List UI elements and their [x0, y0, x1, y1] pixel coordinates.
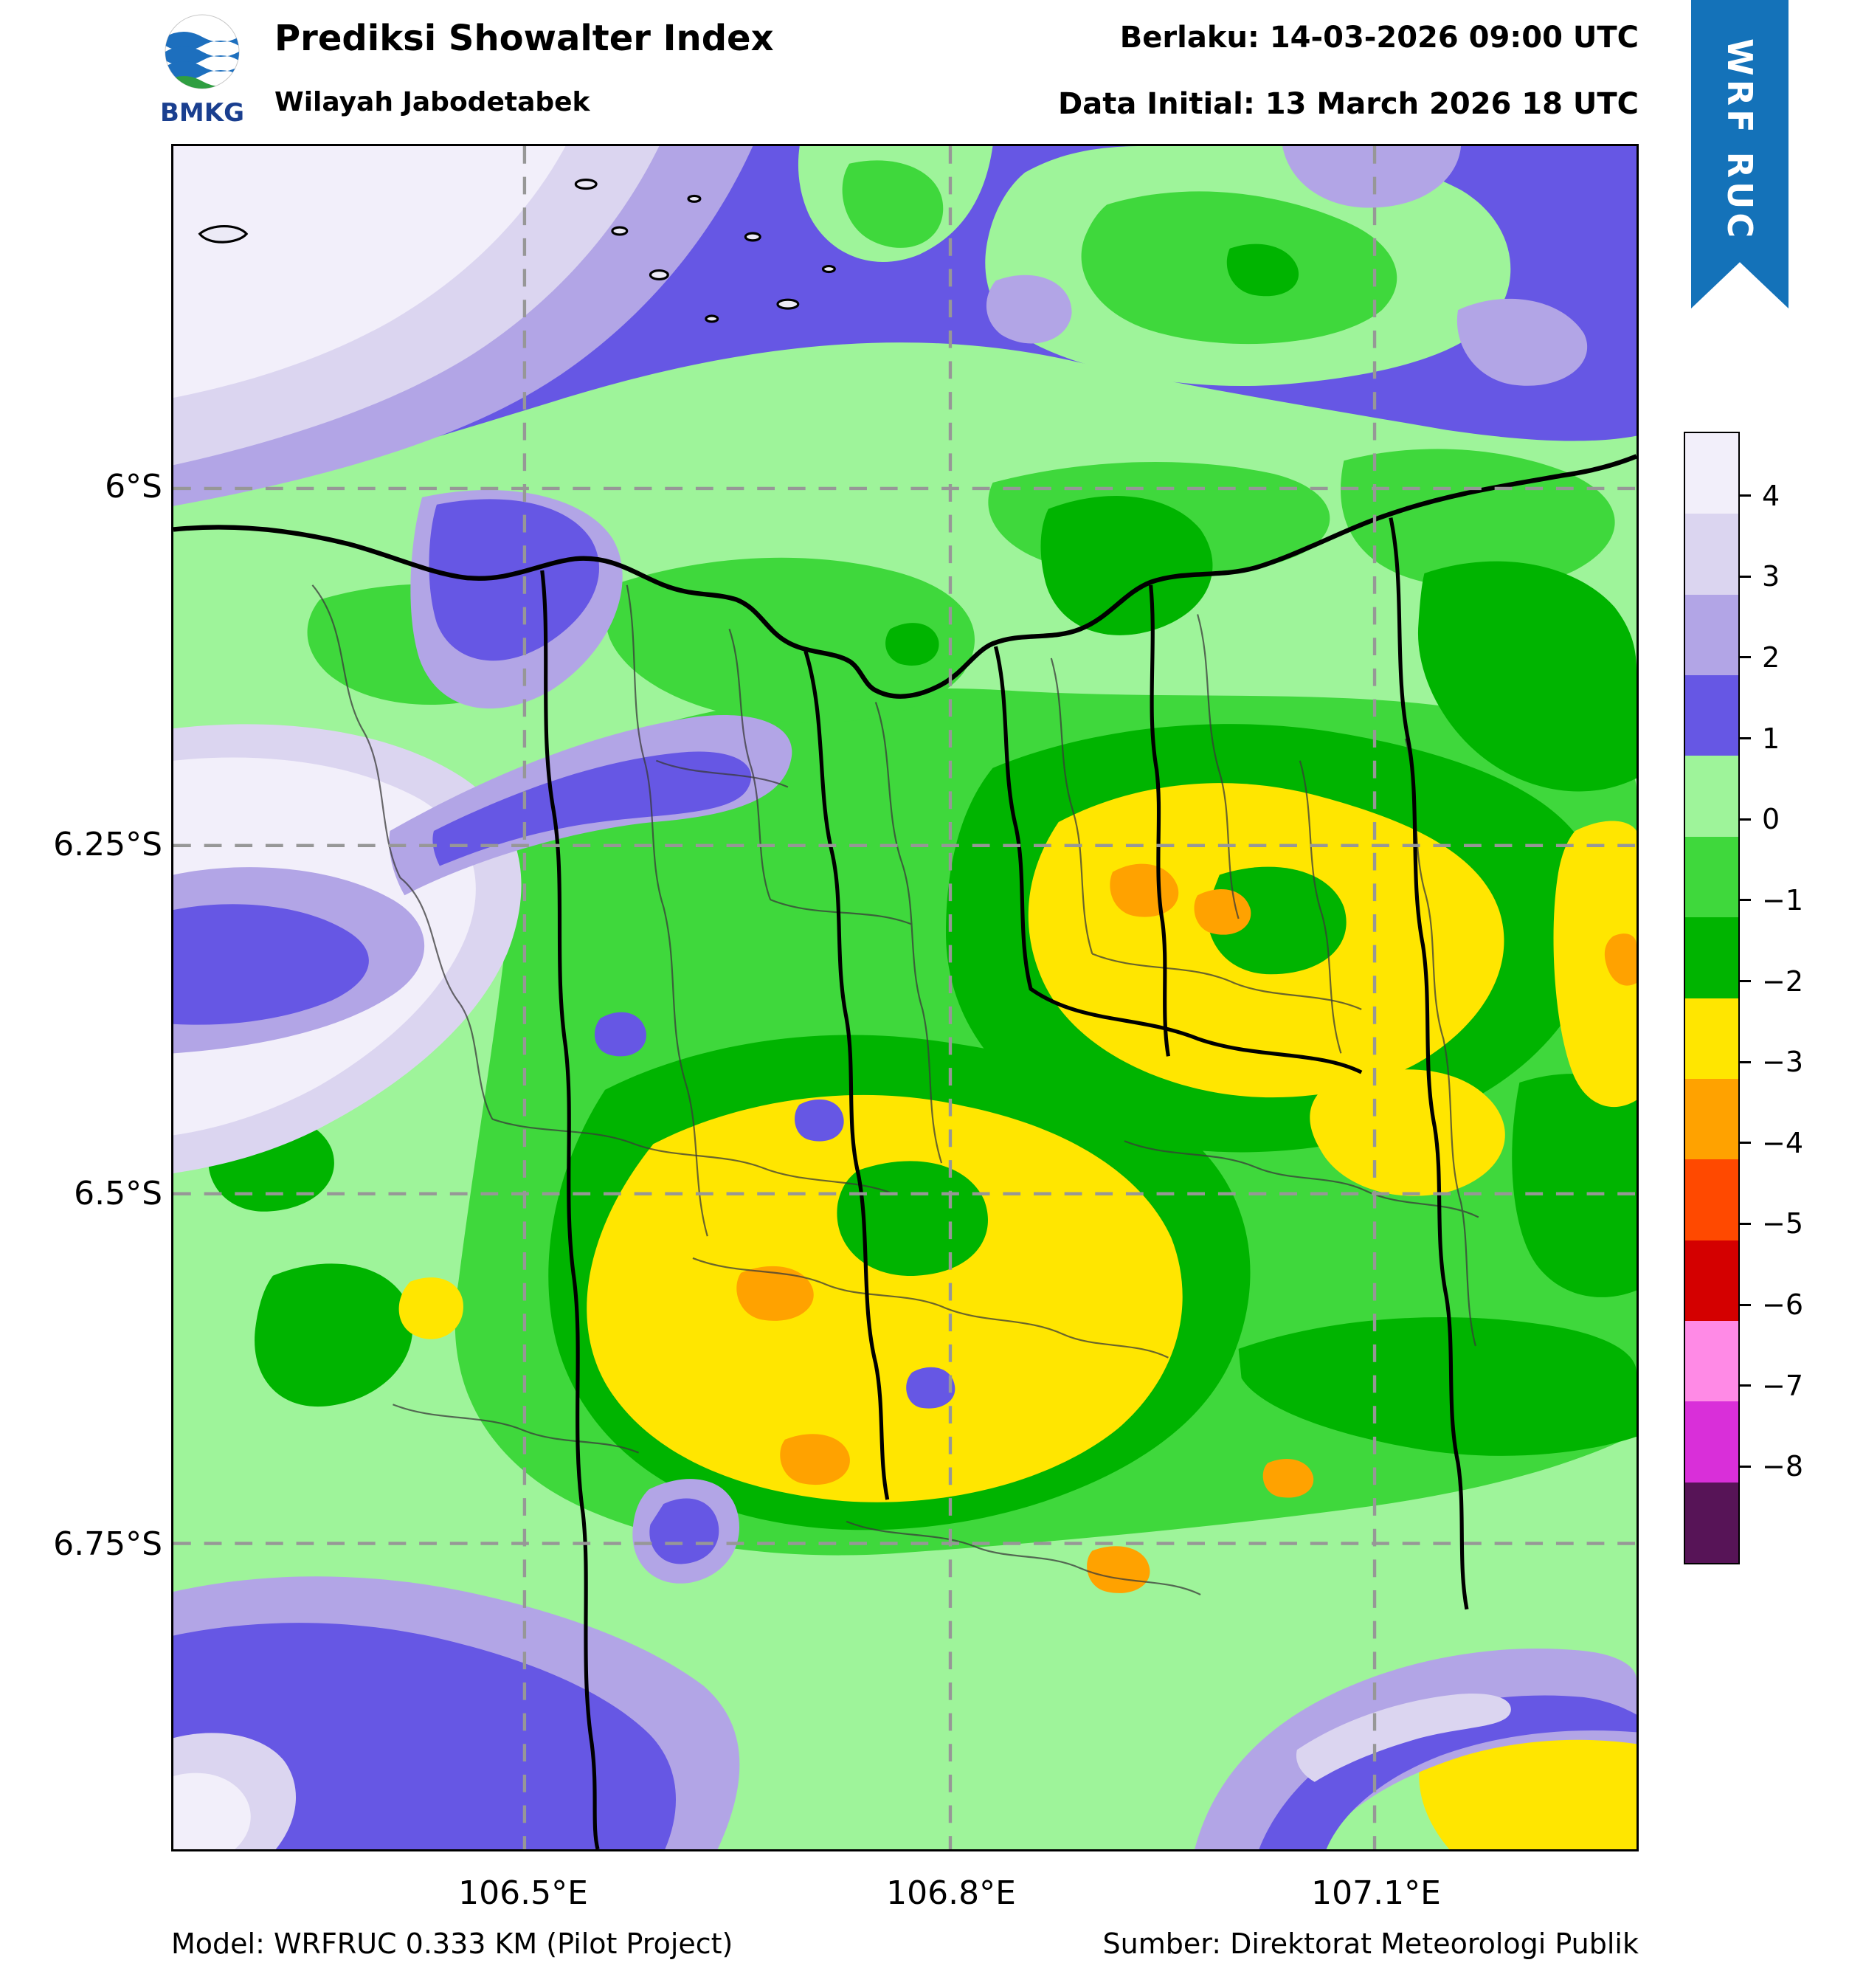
colorbar-segment: [1685, 756, 1738, 837]
showalter-index-map: [173, 146, 1637, 1849]
logo-agency-label: BMKG: [160, 98, 244, 128]
model-info-label: Model: WRFRUC 0.333 KM (Pilot Project): [171, 1927, 733, 1960]
valid-time-label: Berlaku: 14-03-2026 09:00 UTC: [1119, 21, 1639, 55]
y-tick-label-6-5s: 6.5°S: [74, 1175, 162, 1212]
map-frame: [171, 144, 1639, 1851]
colorbar-label: −7: [1762, 1370, 1804, 1402]
colorbar-label: −2: [1762, 965, 1804, 998]
colorbar-label: −3: [1762, 1046, 1804, 1078]
colorbar-segment: [1685, 514, 1738, 595]
colorbar-segment: [1685, 1078, 1738, 1160]
colorbar-label: −5: [1762, 1207, 1804, 1240]
colorbar-tick: [1740, 737, 1751, 739]
model-ribbon: WRF RUC: [1691, 0, 1788, 308]
colorbar-tick: [1740, 1466, 1751, 1468]
district-boundaries: [311, 584, 1479, 1595]
colorbar-tick: [1740, 494, 1751, 497]
colorbar-label: −4: [1762, 1127, 1804, 1159]
colorbar-label: −8: [1762, 1450, 1804, 1483]
x-tick-label-106-5e: 106.5°E: [458, 1874, 588, 1912]
bmkg-logo-icon: BMKG: [160, 14, 244, 128]
si-contour-fills: [173, 146, 1637, 1849]
colorbar-tick: [1740, 899, 1751, 901]
islands: [198, 179, 836, 323]
colorbar-segment: [1685, 1320, 1738, 1402]
x-tick-label-106-8e: 106.8°E: [886, 1874, 1016, 1912]
colorbar-tick: [1740, 1142, 1751, 1144]
source-info-label: Sumber: Direktorat Meteorologi Publik: [1102, 1927, 1639, 1960]
page-title: Prediksi Showalter Index: [274, 18, 774, 59]
colorbar-tick: [1740, 1304, 1751, 1306]
logo-waves: [165, 32, 239, 89]
colorbar-segment: [1685, 998, 1738, 1079]
colorbar-label: 1: [1762, 722, 1780, 755]
colorbar-segment: [1685, 1401, 1738, 1483]
colorbar-tick: [1740, 1061, 1751, 1063]
colorbar-segment: [1685, 594, 1738, 676]
x-tick-label-107-1e: 107.1°E: [1311, 1874, 1441, 1912]
colorbar-tick: [1740, 1384, 1751, 1387]
colorbar-label: −6: [1762, 1288, 1804, 1321]
colorbar-segment: [1685, 917, 1738, 998]
colorbar-label: 2: [1762, 641, 1780, 674]
colorbar-tick: [1740, 576, 1751, 578]
colorbar-label: 0: [1762, 803, 1780, 835]
colorbar-tick: [1740, 980, 1751, 982]
colorbar-label: 4: [1762, 480, 1780, 512]
colorbar-tick: [1740, 818, 1751, 821]
colorbar-segment: [1685, 675, 1738, 756]
coastline-and-province-boundaries: [173, 454, 1637, 1849]
y-tick-label-6-25s: 6.25°S: [53, 826, 162, 863]
y-tick-label-6-75s: 6.75°S: [53, 1525, 162, 1563]
colorbar-segment: [1685, 433, 1738, 514]
colorbar-segment: [1685, 1482, 1738, 1564]
page-subtitle: Wilayah Jabodetabek: [274, 87, 590, 117]
colorbar-segment: [1685, 1240, 1738, 1321]
colorbar-segment: [1685, 1159, 1738, 1240]
model-ribbon-label: WRF RUC: [1720, 38, 1760, 242]
colorbar-label: −1: [1762, 884, 1804, 917]
colorbar-tick: [1740, 1223, 1751, 1225]
colorbar-segment: [1685, 836, 1738, 918]
colorbar-label: 3: [1762, 560, 1780, 593]
colorbar: [1684, 432, 1740, 1564]
initial-time-label: Data Initial: 13 March 2026 18 UTC: [1058, 87, 1639, 121]
colorbar-tick: [1740, 656, 1751, 658]
y-tick-label-6s: 6°S: [105, 468, 162, 505]
